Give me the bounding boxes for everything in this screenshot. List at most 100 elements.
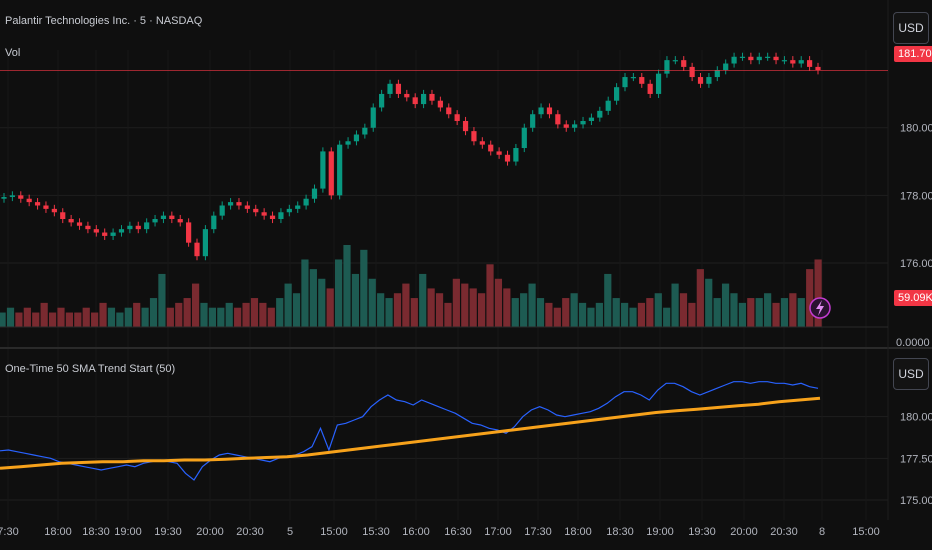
volume-bar xyxy=(679,293,688,327)
time-tick-label: 16:30 xyxy=(444,526,472,538)
time-tick-label: 17:00 xyxy=(484,526,512,538)
candle-body xyxy=(395,83,402,94)
indicator-currency-button[interactable]: USD xyxy=(893,358,929,390)
volume-bar xyxy=(368,278,376,327)
candle-body xyxy=(513,148,519,162)
volume-bar xyxy=(259,302,267,327)
volume-bar xyxy=(276,298,284,327)
volume-bar xyxy=(604,273,612,327)
volume-bar xyxy=(797,298,805,327)
candle-body xyxy=(731,56,737,64)
volume-bar xyxy=(107,307,116,327)
indicator-title: One-Time 50 SMA Trend Start (50) xyxy=(5,363,175,375)
volume-bar xyxy=(503,288,511,327)
time-tick-label: 18:30 xyxy=(606,526,634,538)
volume-zero-tick: 0.0000 xyxy=(896,337,930,349)
candle-body xyxy=(756,56,762,61)
volume-bar xyxy=(654,293,662,327)
volume-bar xyxy=(536,298,545,327)
indicator-tick-label: 177.50 xyxy=(900,453,932,465)
candle-body xyxy=(555,114,561,125)
candle-body xyxy=(530,114,536,128)
candle-body xyxy=(420,93,427,105)
candle-body xyxy=(244,205,250,209)
volume-bar xyxy=(6,307,15,327)
volume-bar xyxy=(166,307,174,327)
volume-bar xyxy=(116,312,124,327)
volume-bar xyxy=(133,302,141,327)
volume-bar xyxy=(175,302,183,327)
candle-body xyxy=(504,154,511,162)
candle-body xyxy=(479,141,485,145)
candlesticks xyxy=(1,52,821,261)
time-tick-label: 18:00 xyxy=(564,526,592,538)
volume-bar xyxy=(814,259,822,327)
candle-body xyxy=(102,232,108,236)
candle-body xyxy=(362,127,368,135)
symbol-title: Palantir Technologies Inc. · 5 · NASDAQ xyxy=(5,15,203,27)
candle-body xyxy=(353,134,360,142)
volume-bar xyxy=(705,278,713,327)
volume-bar xyxy=(545,302,553,327)
volume-bar xyxy=(0,312,6,327)
candle-body xyxy=(286,208,292,213)
candle-body xyxy=(404,93,410,98)
candle-body xyxy=(135,225,141,230)
candle-body xyxy=(446,107,452,115)
volume-bar xyxy=(40,302,48,327)
indicator-tick-label: 175.00 xyxy=(900,495,932,507)
candle-body xyxy=(538,107,544,115)
candle-body xyxy=(127,225,133,230)
candle-body xyxy=(572,124,578,128)
volume-bar xyxy=(74,312,82,327)
candle-body xyxy=(152,219,158,223)
volume-bar xyxy=(713,298,721,327)
price-tick-label: 180.00 xyxy=(900,123,932,135)
candle-body xyxy=(580,120,586,125)
volume-bar xyxy=(806,269,814,327)
volume-bar xyxy=(528,283,536,327)
candle-body xyxy=(76,222,83,226)
candle-body xyxy=(118,229,125,233)
time-tick-label: 17:30 xyxy=(524,526,552,538)
candle-body xyxy=(765,56,771,58)
volume-bar xyxy=(23,307,31,327)
time-tick-label: 8 xyxy=(819,526,825,538)
volume-bar xyxy=(747,298,755,327)
volume-bar xyxy=(469,288,477,327)
volume-bar xyxy=(99,302,107,327)
volume-bar xyxy=(553,307,561,327)
lightning-icon[interactable] xyxy=(809,297,831,319)
candle-body xyxy=(563,124,569,128)
volume-bar xyxy=(334,259,343,327)
candle-body xyxy=(429,93,435,101)
volume-bar xyxy=(419,273,427,327)
candle-body xyxy=(387,83,393,94)
candle-body xyxy=(697,77,704,84)
candle-body xyxy=(454,114,460,121)
volume-bar xyxy=(326,288,334,327)
candle-body xyxy=(379,93,385,108)
candle-body xyxy=(437,100,443,108)
candle-body xyxy=(790,60,796,64)
currency-button[interactable]: USD xyxy=(893,12,929,44)
volume-bar xyxy=(637,302,646,327)
volume-bar xyxy=(612,298,620,327)
candle-body xyxy=(739,56,746,58)
candle-body xyxy=(194,242,200,257)
volume-bar xyxy=(242,302,250,327)
candle-body xyxy=(320,151,326,189)
candle-body xyxy=(110,232,116,236)
candle-body xyxy=(647,83,653,94)
candle-body xyxy=(773,56,779,61)
volume-bar xyxy=(511,298,519,327)
time-tick-label: 15:00 xyxy=(320,526,348,538)
candle-body xyxy=(807,60,813,67)
candle-body xyxy=(605,100,611,111)
candle-body xyxy=(51,208,57,213)
candle-body xyxy=(269,215,276,220)
volume-bar xyxy=(141,307,149,327)
candle-body xyxy=(236,202,242,206)
candle-body xyxy=(630,77,636,79)
